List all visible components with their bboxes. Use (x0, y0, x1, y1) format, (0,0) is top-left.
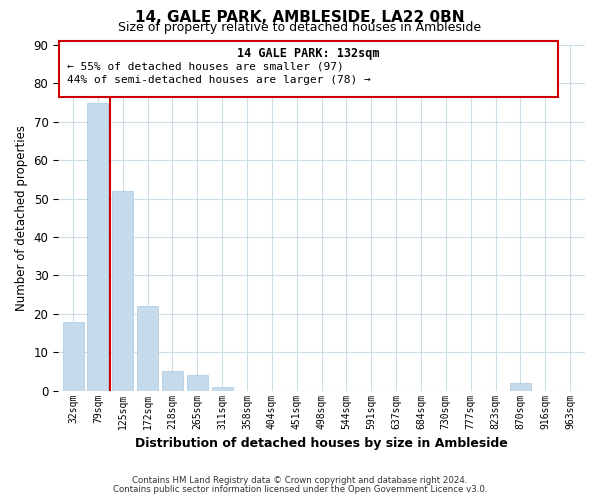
Bar (187, 376, 208, 390)
Bar (112, 191, 133, 390)
Bar (62, 322, 83, 390)
Y-axis label: Number of detached properties: Number of detached properties (15, 125, 28, 311)
Bar (88, 102, 109, 391)
Text: Size of property relative to detached houses in Ambleside: Size of property relative to detached ho… (118, 21, 482, 34)
Text: Contains public sector information licensed under the Open Government Licence v3: Contains public sector information licen… (113, 485, 487, 494)
Text: 14 GALE PARK: 132sqm: 14 GALE PARK: 132sqm (237, 47, 380, 60)
Text: 14, GALE PARK, AMBLESIDE, LA22 0BN: 14, GALE PARK, AMBLESIDE, LA22 0BN (135, 10, 465, 25)
Bar (162, 372, 183, 390)
Bar (212, 387, 233, 390)
Text: ← 55% of detached houses are smaller (97): ← 55% of detached houses are smaller (97… (67, 61, 344, 71)
X-axis label: Distribution of detached houses by size in Ambleside: Distribution of detached houses by size … (135, 437, 508, 450)
FancyBboxPatch shape (59, 41, 557, 97)
Bar (137, 306, 158, 390)
Bar (510, 383, 531, 390)
Text: Contains HM Land Registry data © Crown copyright and database right 2024.: Contains HM Land Registry data © Crown c… (132, 476, 468, 485)
Text: 44% of semi-detached houses are larger (78) →: 44% of semi-detached houses are larger (… (67, 75, 371, 85)
